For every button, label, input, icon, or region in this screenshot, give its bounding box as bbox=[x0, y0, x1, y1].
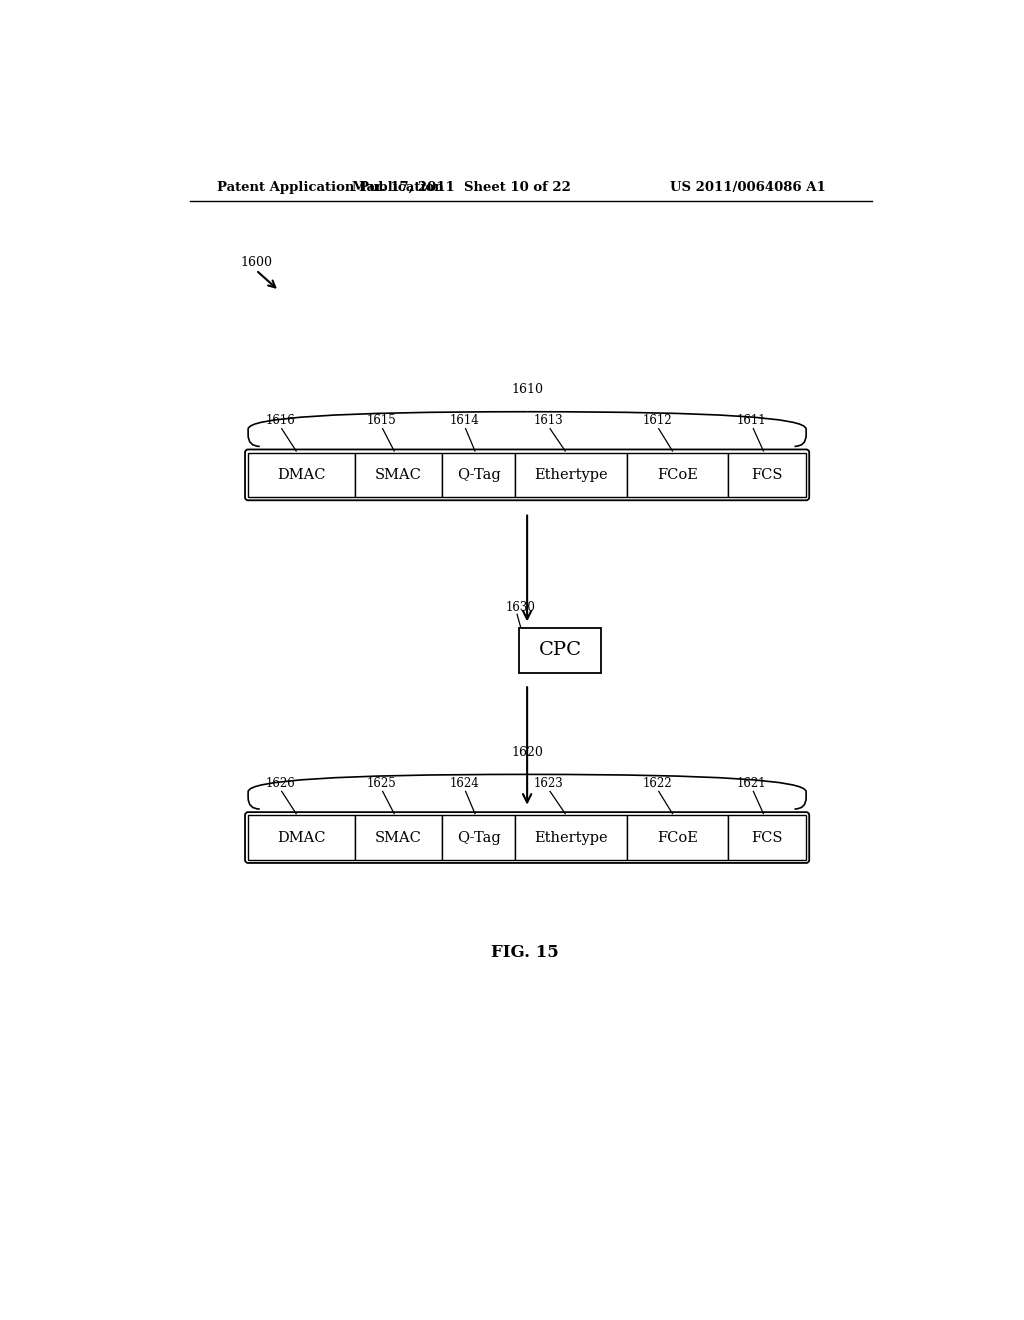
Text: Patent Application Publication: Patent Application Publication bbox=[217, 181, 443, 194]
Bar bbox=[728, 453, 806, 498]
Text: 1610: 1610 bbox=[511, 383, 543, 396]
Text: FCoE: FCoE bbox=[657, 830, 698, 845]
Text: 1614: 1614 bbox=[450, 414, 479, 428]
Bar bbox=[627, 816, 728, 859]
Text: Ethertype: Ethertype bbox=[534, 467, 607, 482]
Text: 1611: 1611 bbox=[737, 414, 767, 428]
Text: FCoE: FCoE bbox=[657, 467, 698, 482]
Text: 1616: 1616 bbox=[265, 414, 295, 428]
Bar bbox=[627, 453, 728, 498]
Text: FCS: FCS bbox=[752, 467, 783, 482]
Text: 1613: 1613 bbox=[534, 414, 563, 428]
Text: SMAC: SMAC bbox=[375, 467, 422, 482]
FancyBboxPatch shape bbox=[245, 812, 809, 863]
Text: 1623: 1623 bbox=[534, 776, 563, 789]
Text: 1625: 1625 bbox=[367, 776, 396, 789]
Text: FCS: FCS bbox=[752, 830, 783, 845]
Bar bbox=[442, 816, 515, 859]
Text: US 2011/0064086 A1: US 2011/0064086 A1 bbox=[670, 181, 825, 194]
FancyBboxPatch shape bbox=[245, 449, 809, 500]
Text: DMAC: DMAC bbox=[278, 830, 326, 845]
Text: 1630: 1630 bbox=[506, 601, 536, 614]
Bar bbox=[248, 453, 355, 498]
Text: FIG. 15: FIG. 15 bbox=[490, 944, 559, 961]
Bar bbox=[442, 453, 515, 498]
Text: Q-Tag: Q-Tag bbox=[457, 467, 501, 482]
Bar bbox=[248, 816, 355, 859]
Bar bbox=[355, 816, 442, 859]
Text: CPC: CPC bbox=[539, 642, 582, 660]
Text: Ethertype: Ethertype bbox=[534, 830, 607, 845]
Text: Q-Tag: Q-Tag bbox=[457, 830, 501, 845]
Text: 1624: 1624 bbox=[450, 776, 479, 789]
Bar bbox=[515, 453, 627, 498]
Text: 1620: 1620 bbox=[511, 746, 543, 759]
Text: Mar. 17, 2011  Sheet 10 of 22: Mar. 17, 2011 Sheet 10 of 22 bbox=[352, 181, 570, 194]
Text: 1612: 1612 bbox=[642, 414, 672, 428]
Text: SMAC: SMAC bbox=[375, 830, 422, 845]
Text: 1600: 1600 bbox=[241, 256, 272, 269]
Bar bbox=[355, 453, 442, 498]
Text: 1621: 1621 bbox=[737, 776, 767, 789]
Bar bbox=[728, 816, 806, 859]
Text: 1622: 1622 bbox=[642, 776, 672, 789]
Text: DMAC: DMAC bbox=[278, 467, 326, 482]
Bar bbox=[515, 816, 627, 859]
Bar bbox=[519, 628, 601, 673]
Text: 1626: 1626 bbox=[265, 776, 295, 789]
Text: 1615: 1615 bbox=[367, 414, 396, 428]
